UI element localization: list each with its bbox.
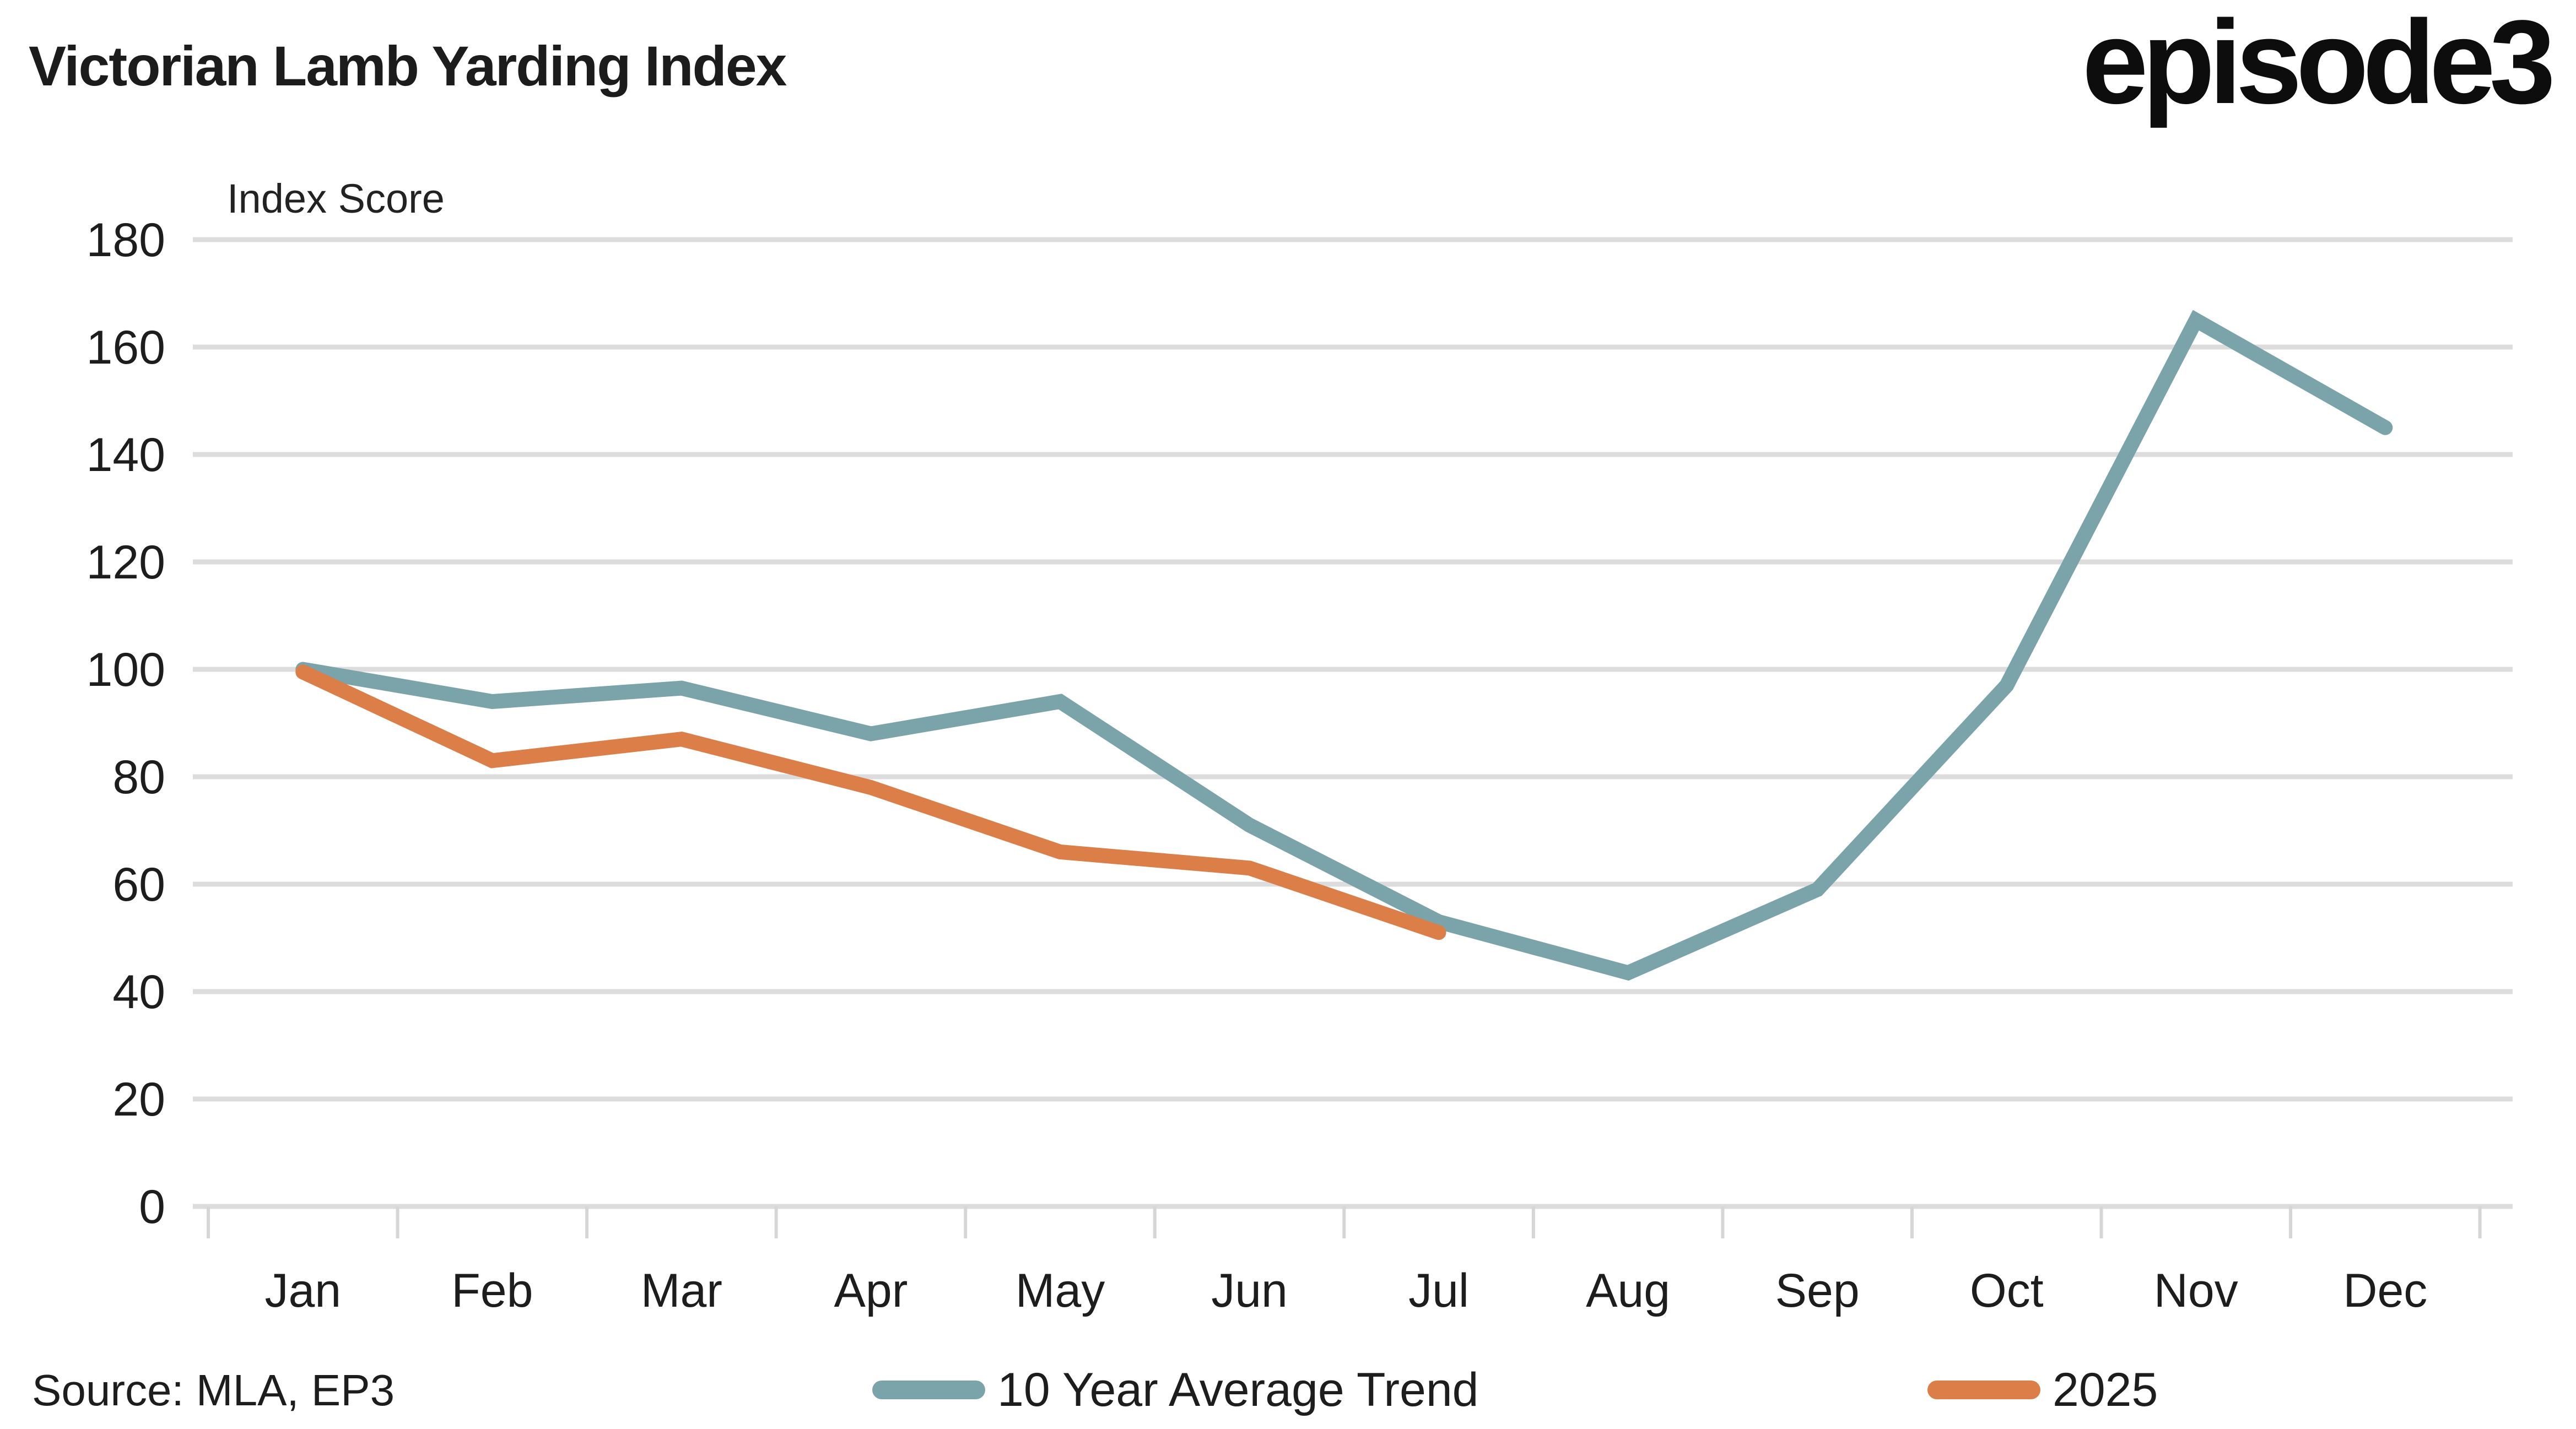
x-tick-label-group: Jan Feb Mar Apr May Jun Jul Aug Sep Oct Nov Dec bbox=[264, 1264, 2427, 1317]
series-line-group bbox=[295, 310, 2393, 981]
episode3-logo: episode3 bbox=[2082, 0, 2556, 128]
x-tick-label-jul: Jul bbox=[1408, 1264, 1469, 1317]
x-tick-label-feb: Feb bbox=[451, 1264, 533, 1317]
x-tick-label-may: May bbox=[1016, 1264, 1105, 1317]
x-tick-label-apr: Apr bbox=[834, 1264, 908, 1317]
legend-swatch-10yr-average bbox=[872, 1381, 985, 1399]
series-line-10yr-average bbox=[295, 310, 2393, 981]
x-tick-label-mar: Mar bbox=[641, 1264, 722, 1317]
y-tick-label: 0 bbox=[139, 1181, 165, 1233]
y-tick-label: 60 bbox=[112, 858, 165, 911]
y-tick-label: 180 bbox=[87, 214, 166, 267]
series-line-2025 bbox=[295, 664, 1446, 940]
legend-item-2025: 2025 bbox=[1927, 1363, 2158, 1416]
x-tick-label-aug: Aug bbox=[1586, 1264, 1670, 1317]
x-tick-label-oct: Oct bbox=[1970, 1264, 2044, 1317]
y-tick-label: 20 bbox=[112, 1073, 165, 1126]
legend-swatch-2025 bbox=[1927, 1381, 2040, 1399]
legend-label-2025: 2025 bbox=[2053, 1363, 2158, 1416]
x-tick-label-jun: Jun bbox=[1211, 1264, 1288, 1317]
x-tick-label-jan: Jan bbox=[264, 1264, 341, 1317]
page-title: Victorian Lamb Yarding Index bbox=[29, 35, 787, 98]
x-tick-label-sep: Sep bbox=[1775, 1264, 1860, 1317]
x-tick-label-dec: Dec bbox=[2343, 1264, 2427, 1317]
y-tick-label: 160 bbox=[87, 321, 166, 374]
y-tick-label: 40 bbox=[112, 966, 165, 1019]
y-tick-label-group: 0 20 40 60 80 100 120 140 160 180 bbox=[87, 214, 166, 1233]
source-note: Source: MLA, EP3 bbox=[32, 1366, 395, 1415]
y-axis-title: Index Score bbox=[227, 176, 445, 221]
y-tick-label: 140 bbox=[87, 429, 166, 481]
x-tick-label-nov: Nov bbox=[2154, 1264, 2238, 1317]
y-tick-label: 100 bbox=[87, 643, 166, 696]
y-tick-label: 120 bbox=[87, 536, 166, 589]
x-tick-group bbox=[207, 1206, 2482, 1238]
y-tick-label: 80 bbox=[112, 751, 165, 804]
legend-label-10yr-average: 10 Year Average Trend bbox=[997, 1363, 1479, 1416]
legend-item-10yr-average: 10 Year Average Trend bbox=[872, 1363, 1479, 1416]
